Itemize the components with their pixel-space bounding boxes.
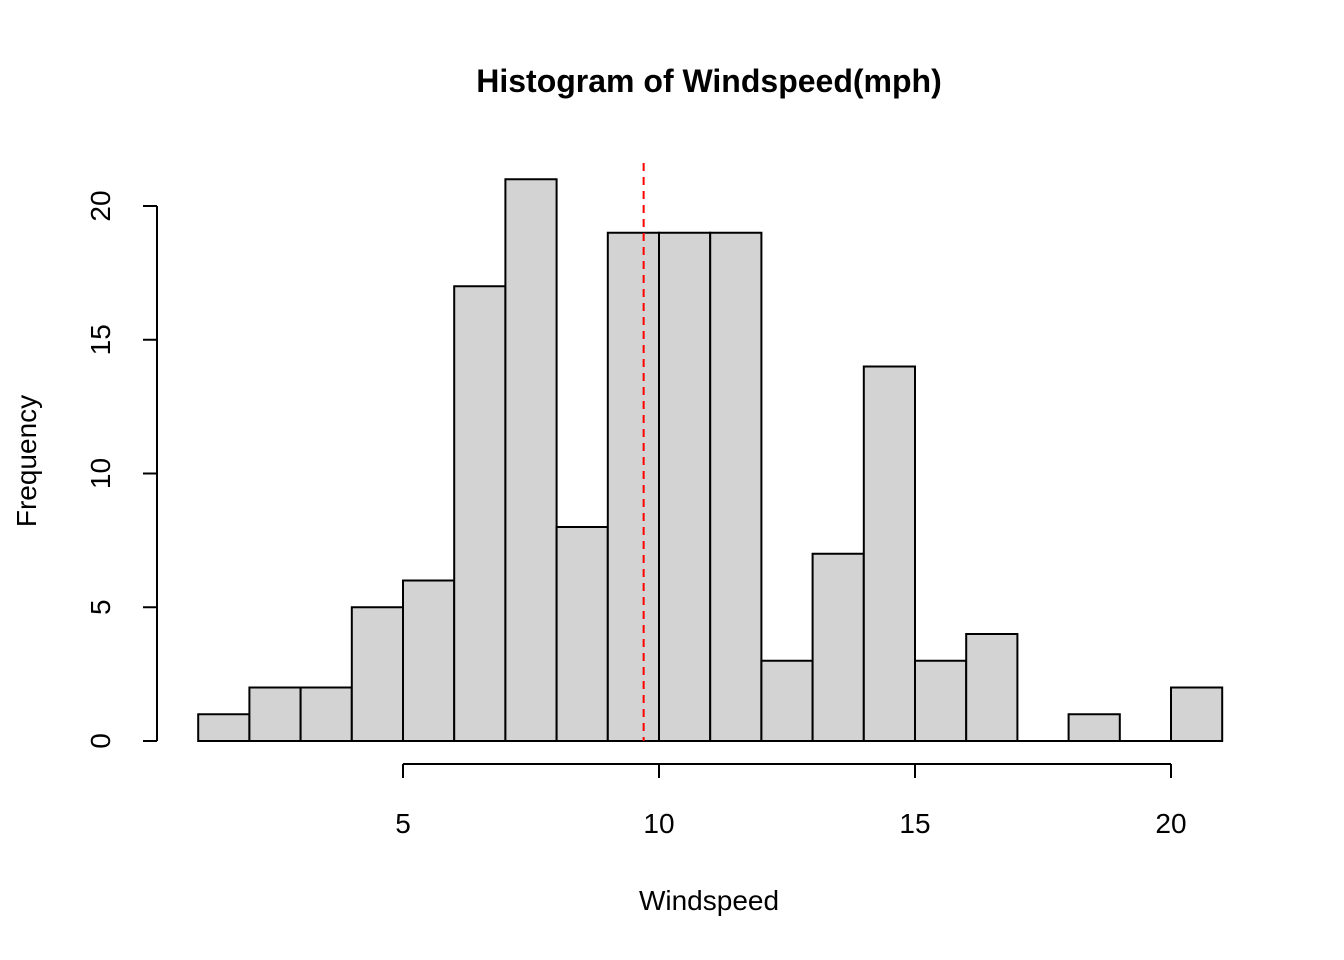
y-tick-label: 0 [85, 733, 116, 749]
chart-title: Histogram of Windspeed(mph) [476, 63, 941, 99]
histogram-bar [658, 231, 712, 742]
y-tick-label: 5 [85, 599, 116, 615]
histogram-bar [555, 526, 609, 742]
histogram-bar [504, 178, 558, 742]
y-tick-label: 20 [85, 190, 116, 221]
y-tick-label: 10 [85, 458, 116, 489]
histogram-bar [453, 285, 507, 742]
histogram-bar [1067, 713, 1121, 742]
x-axis-label: Windspeed [639, 885, 779, 916]
histogram-bar [248, 686, 302, 742]
histogram-bar [299, 686, 353, 742]
x-tick-label: 10 [643, 808, 674, 839]
bars-group [197, 178, 1224, 742]
histogram-bar [350, 606, 404, 742]
x-tick-label: 5 [395, 808, 411, 839]
histogram-bar [606, 231, 660, 742]
histogram-bar [709, 231, 763, 742]
histogram-bar [965, 633, 1019, 742]
histogram-bar [1170, 686, 1224, 742]
x-tick-label: 20 [1155, 808, 1186, 839]
y-tick-label: 15 [85, 324, 116, 355]
histogram-bar [862, 365, 916, 742]
x-tick-label: 15 [899, 808, 930, 839]
histogram-bar [402, 579, 456, 742]
y-axis-label: Frequency [11, 395, 42, 527]
histogram-bar [760, 659, 814, 742]
y-axis: 0 5 10 15 20 [85, 190, 158, 749]
histogram-bar [811, 552, 865, 742]
histogram-bar [914, 659, 968, 742]
histogram-bar [197, 713, 251, 742]
x-axis: 5 10 15 20 [395, 763, 1187, 839]
